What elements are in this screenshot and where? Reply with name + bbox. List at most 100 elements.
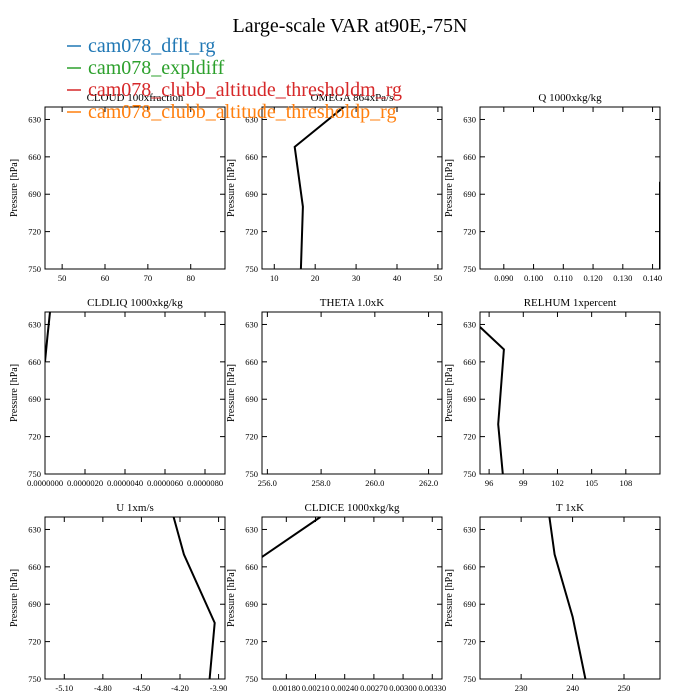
y-tick-label: 720 xyxy=(463,637,476,647)
panel-title: CLDICE 1000xkg/kg xyxy=(304,502,400,514)
x-tick-label: 60 xyxy=(101,273,110,283)
y-tick-label: 630 xyxy=(245,524,258,534)
y-tick-label: 660 xyxy=(463,357,476,367)
x-tick-label: 240 xyxy=(566,683,579,693)
y-tick-label: 750 xyxy=(245,674,258,684)
panels-grid: CLOUD 100xfraction 630 660 690 720 750 50 60 70 8… xyxy=(9,92,662,693)
x-tick-label: 250 xyxy=(618,683,631,693)
y-tick-label: 690 xyxy=(28,394,41,404)
y-tick-label: 720 xyxy=(28,637,41,647)
panel-title: THETA 1.0xK xyxy=(320,297,385,309)
x-tick-label: 260.0 xyxy=(365,478,384,488)
y-axis-label: Pressure [hPa] xyxy=(444,569,455,627)
x-tick-label: 0.00180 xyxy=(273,683,301,693)
panel-title: OMEGA 864xPa/s xyxy=(311,92,394,104)
y-tick-label: 750 xyxy=(28,469,41,479)
y-tick-label: 750 xyxy=(28,674,41,684)
x-tick-label: 0.0000000 xyxy=(27,478,63,488)
x-tick-label: 10 xyxy=(270,273,279,283)
x-tick-label: 0.00240 xyxy=(331,683,359,693)
y-tick-label: 690 xyxy=(245,599,258,609)
y-tick-label: 750 xyxy=(463,674,476,684)
x-tick-label: 50 xyxy=(434,273,443,283)
y-tick-label: 720 xyxy=(245,637,258,647)
y-tick-label: 660 xyxy=(28,357,41,367)
x-tick-label: 0.120 xyxy=(583,273,602,283)
series-line xyxy=(172,517,216,679)
y-tick-label: 660 xyxy=(245,562,258,572)
plot-frame xyxy=(261,516,443,680)
x-tick-label: -4.20 xyxy=(171,683,189,693)
x-tick-label: 258.0 xyxy=(312,478,331,488)
y-tick-label: 660 xyxy=(28,152,41,162)
x-tick-label: -4.50 xyxy=(133,683,151,693)
x-tick-label: -4.80 xyxy=(94,683,112,693)
y-tick-label: 630 xyxy=(463,319,476,329)
y-tick-label: 720 xyxy=(245,227,258,237)
y-axis-label: Pressure [hPa] xyxy=(226,159,237,217)
legend-entry: cam078_clubb_altitude_thresholdp_rg xyxy=(88,101,396,123)
x-tick-label: 70 xyxy=(144,273,153,283)
series-line xyxy=(262,517,321,558)
x-tick-label: 80 xyxy=(186,273,195,283)
x-tick-label: 256.0 xyxy=(258,478,277,488)
x-tick-label: 50 xyxy=(58,273,67,283)
y-tick-label: 750 xyxy=(463,264,476,274)
y-tick-label: 630 xyxy=(28,114,41,124)
y-tick-label: 750 xyxy=(245,264,258,274)
x-tick-label: 108 xyxy=(619,478,632,488)
plot-frame xyxy=(44,106,226,270)
figure-title: Large-scale VAR at90E,-75N xyxy=(233,15,468,37)
legend-entry: cam078_clubb_altitude_thresholdm_rg xyxy=(88,79,402,101)
x-tick-label: 99 xyxy=(519,478,528,488)
y-tick-label: 690 xyxy=(245,394,258,404)
y-tick-label: 630 xyxy=(28,319,41,329)
series-line xyxy=(45,312,51,362)
y-tick-label: 720 xyxy=(245,432,258,442)
panel-6: U 1xm/s 630 660 690 720 750 -5.10 -4.80 -4.50 -4.… xyxy=(9,502,227,693)
x-tick-label: 0.130 xyxy=(613,273,632,283)
x-tick-label: 102 xyxy=(551,478,564,488)
y-tick-label: 630 xyxy=(463,524,476,534)
legend-entry: cam078_dflt_rg xyxy=(88,35,215,57)
x-tick-label: 0.00300 xyxy=(389,683,417,693)
x-tick-label: 262.0 xyxy=(419,478,438,488)
y-tick-label: 750 xyxy=(28,264,41,274)
y-tick-label: 660 xyxy=(463,562,476,572)
y-axis-label: Pressure [hPa] xyxy=(444,159,455,217)
x-tick-label: 0.0000040 xyxy=(107,478,143,488)
y-tick-label: 630 xyxy=(463,114,476,124)
y-tick-label: 750 xyxy=(245,469,258,479)
y-tick-label: 690 xyxy=(28,189,41,199)
panel-title: CLDLIQ 1000xkg/kg xyxy=(87,297,183,309)
plot-frame xyxy=(261,106,443,270)
series-line xyxy=(293,107,345,269)
panel-title: CLOUD 100xfraction xyxy=(87,92,184,104)
y-tick-label: 660 xyxy=(245,152,258,162)
legend: cam078_dflt_rgcam078_expldiffcam078_club… xyxy=(67,35,402,123)
y-tick-label: 660 xyxy=(463,152,476,162)
x-tick-label: 0.140 xyxy=(643,273,662,283)
y-tick-label: 630 xyxy=(28,524,41,534)
x-tick-label: 0.090 xyxy=(494,273,513,283)
x-tick-label: 0.00210 xyxy=(302,683,330,693)
x-tick-label: 0.100 xyxy=(524,273,543,283)
panel-3: CLDLIQ 1000xkg/kg 630 660 690 720 7500.000000… xyxy=(9,297,226,488)
panel-title: RELHUM 1xpercent xyxy=(524,297,617,309)
plot-frame xyxy=(479,106,661,270)
y-axis-label: Pressure [hPa] xyxy=(444,364,455,422)
x-tick-label: 0.110 xyxy=(554,273,573,283)
x-tick-label: 20 xyxy=(311,273,320,283)
panel-1: OMEGA 864xPa/s 630 660 690 720 750 10 20 30 40 50 P… xyxy=(226,92,443,283)
plot-frame xyxy=(479,516,661,680)
y-tick-label: 660 xyxy=(245,357,258,367)
y-tick-label: 660 xyxy=(28,562,41,572)
y-axis-label: Pressure [hPa] xyxy=(9,159,20,217)
x-tick-label: 0.0000060 xyxy=(147,478,183,488)
y-tick-label: 630 xyxy=(245,114,258,124)
y-axis-label: Pressure [hPa] xyxy=(226,569,237,627)
y-tick-label: 720 xyxy=(28,227,41,237)
y-tick-label: 720 xyxy=(28,432,41,442)
